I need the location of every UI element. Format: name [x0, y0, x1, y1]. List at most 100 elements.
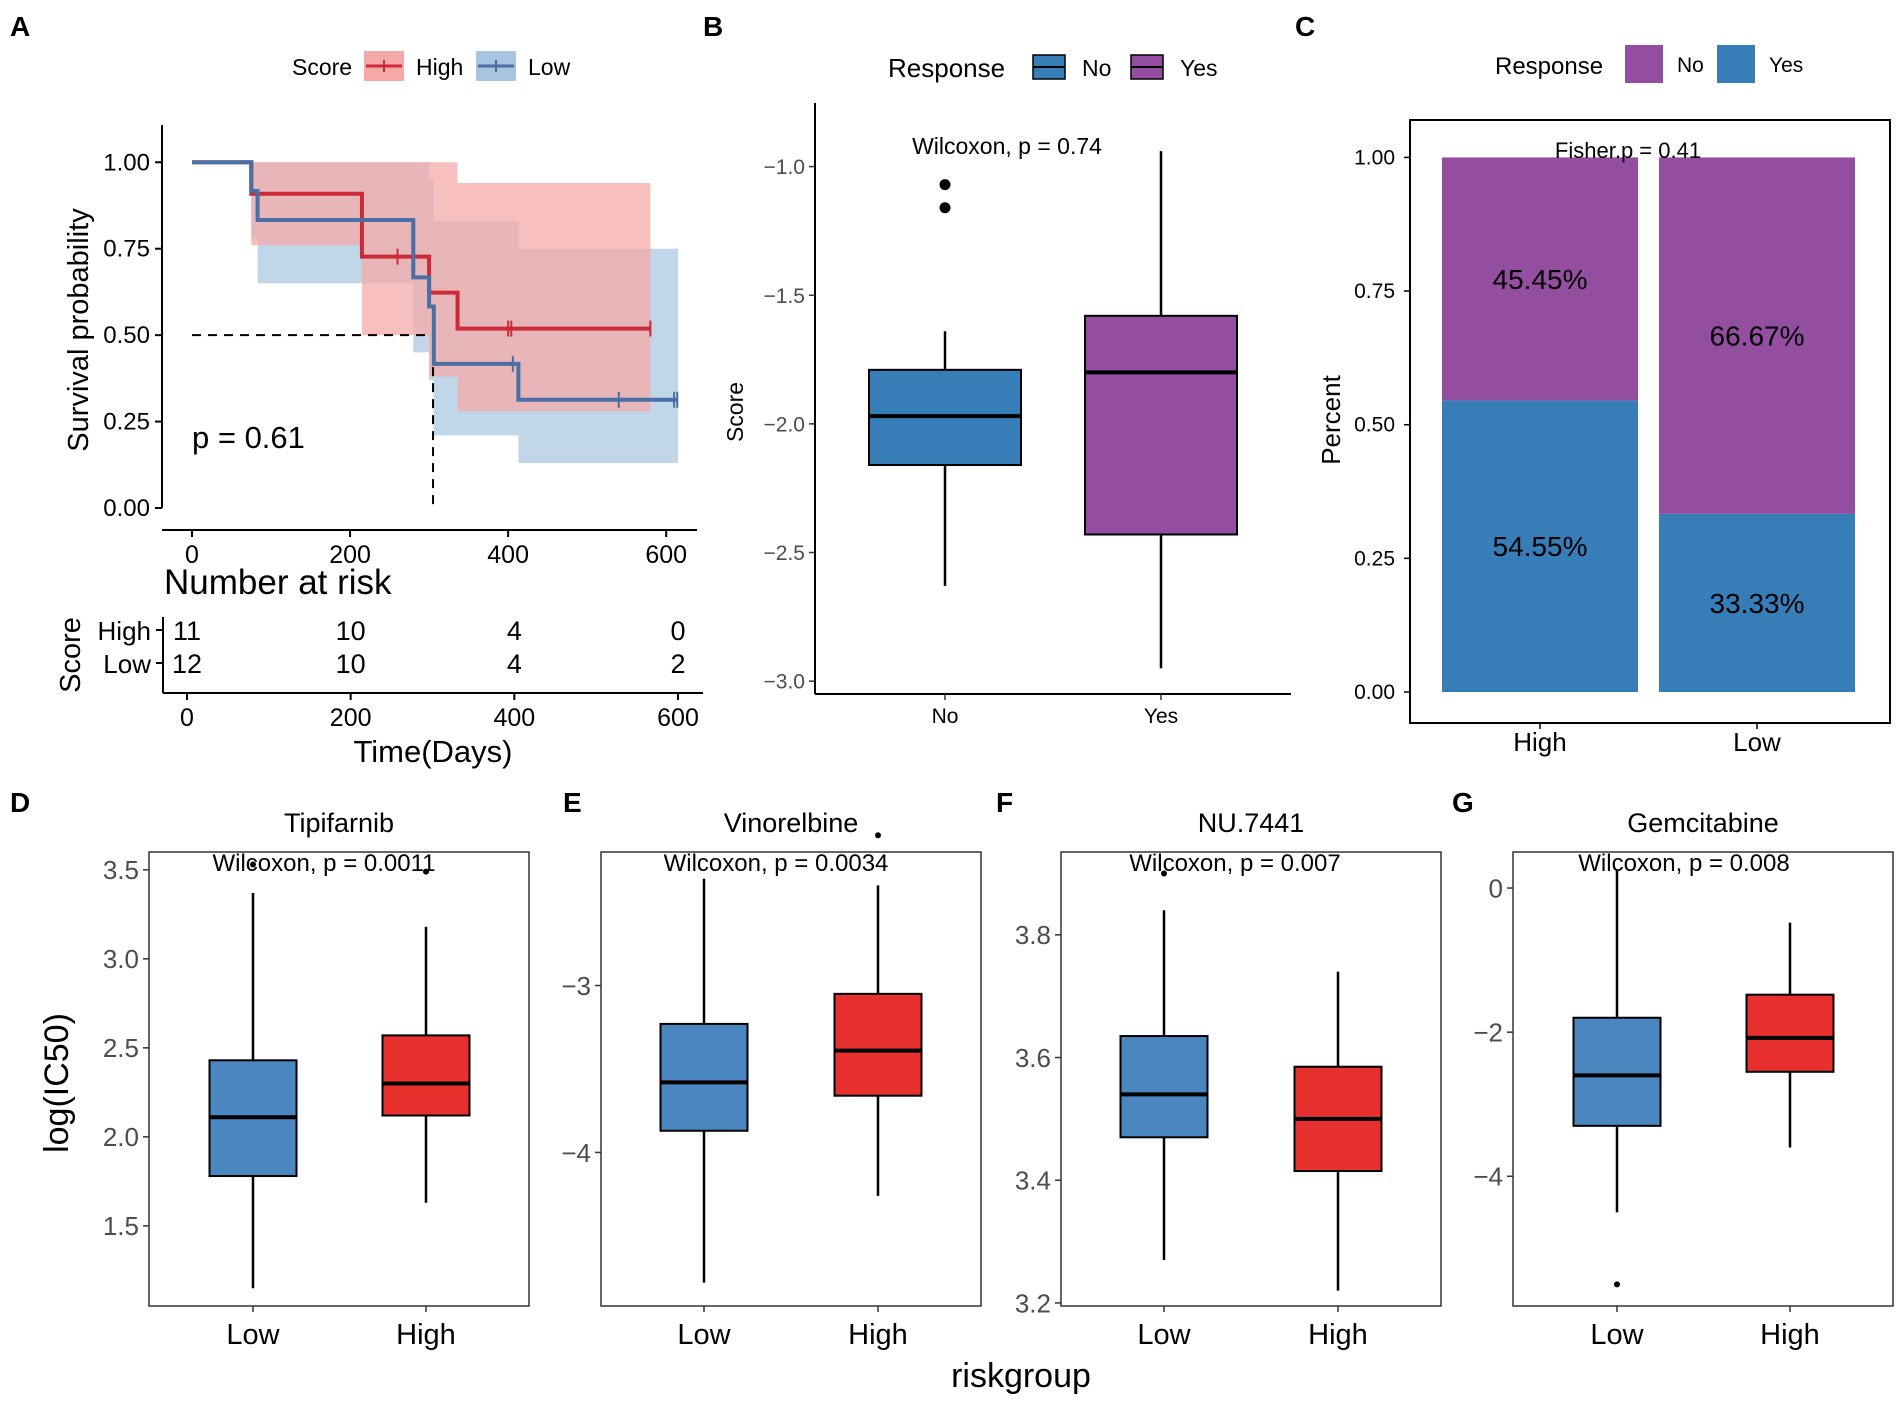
y-tick-label: −4	[1473, 1162, 1503, 1192]
risk-table-title: Number at risk	[164, 563, 392, 602]
x-tick-label-high: High	[1760, 1319, 1820, 1351]
risk-count: 0	[670, 616, 685, 646]
risk-x-tick-label: 600	[657, 704, 699, 732]
y-tick-label: −1.5	[764, 285, 805, 308]
bar-yes-high	[1442, 400, 1638, 692]
y-tick-label-c: 0.50	[1354, 414, 1395, 437]
panel-label-b: B	[703, 11, 723, 42]
x-tick-label-low: Low	[1590, 1319, 1644, 1351]
panel-a: A Score High Low 0.000.250.500.751.000 20…	[10, 11, 703, 769]
legend-a: Score High Low	[292, 51, 571, 81]
panel-c: C Response No Yes 0.00 0.25 0.50 0.75 1.00 54…	[1295, 11, 1891, 757]
y-tick-label: −3.0	[764, 671, 805, 694]
y-tick-label-c: 1.00	[1354, 146, 1395, 169]
y-tick-label: 1.5	[103, 1211, 139, 1241]
title-f: NU.7441	[1198, 808, 1305, 838]
box-low	[659, 1022, 749, 1132]
box-low	[1119, 1035, 1209, 1139]
y-tick-label-a: 0.00	[103, 495, 150, 522]
risk-table-ylabel: Score	[55, 617, 87, 693]
y-axis-label-a: Survival probability	[63, 208, 95, 452]
x-tick-label-low: Low	[677, 1319, 731, 1351]
legend-key-no-c	[1625, 45, 1663, 83]
panel-g: G Gemcitabine −4 −2 0 Low High Wilcoxon, p =…	[1452, 787, 1894, 1351]
panel-label-g: G	[1452, 787, 1474, 818]
plot-frame	[1512, 851, 1894, 1307]
wilcoxon-g: Wilcoxon, p = 0.008	[1578, 850, 1789, 877]
box-low	[1572, 1016, 1662, 1127]
box-plot-e: −4 −3 Low High	[561, 832, 982, 1351]
box-high	[1745, 993, 1835, 1073]
legend-title-c: Response	[1495, 53, 1603, 80]
risk-x-tick-label: 0	[180, 704, 194, 732]
risk-count: 12	[172, 649, 202, 679]
ci-ribbon-high	[192, 162, 651, 412]
risk-count: 10	[336, 616, 366, 646]
x-tick-label-a: 400	[487, 541, 529, 569]
title-g: Gemcitabine	[1627, 808, 1779, 838]
panel-label-a: A	[10, 11, 30, 42]
risk-count: 11	[173, 616, 201, 646]
y-tick-label: 3.5	[103, 855, 139, 885]
risk-count: 10	[336, 649, 366, 679]
box-plot-b: −3.0 −2.5 −2.0 −1.5 −1.0 No Yes	[764, 103, 1291, 728]
panel-label-d: D	[10, 787, 30, 818]
y-tick-label: −2	[1473, 1018, 1503, 1048]
x-tick-label-yes: Yes	[1144, 705, 1178, 728]
panel-label-c: C	[1295, 11, 1315, 42]
y-axis-label-c: Percent	[1316, 374, 1346, 464]
panel-f: F NU.7441 3.2 3.4 3.6 3.8 Low High Wilcoxon, …	[996, 787, 1442, 1351]
box-high	[381, 1034, 471, 1117]
wilcoxon-f: Wilcoxon, p = 0.007	[1129, 850, 1340, 877]
x-tick-label-high: High	[1308, 1319, 1368, 1351]
km-p-value: p = 0.61	[192, 420, 305, 455]
bar-label-no: 66.67%	[1710, 321, 1805, 352]
bar-no-low	[1659, 157, 1855, 514]
box-yes	[1084, 314, 1238, 536]
legend-c: Response No Yes	[1495, 45, 1803, 83]
bar-label-yes: 33.33%	[1710, 588, 1805, 619]
box-plot-f: 3.2 3.4 3.6 3.8 Low High	[1015, 851, 1442, 1351]
y-tick-label: 2.5	[103, 1033, 139, 1063]
risk-count: 2	[670, 649, 685, 679]
outlier-point	[875, 832, 881, 839]
x-tick-label-no: No	[932, 705, 959, 728]
y-tick-label: 3.8	[1015, 920, 1051, 950]
y-tick-label: 3.2	[1015, 1288, 1051, 1318]
y-tick-label-c: 0.75	[1354, 280, 1395, 303]
risk-row-label-low: Low	[103, 649, 151, 679]
legend-label-high-a: High	[416, 54, 463, 80]
y-tick-label: 2.0	[103, 1122, 139, 1152]
legend-label-yes-c: Yes	[1769, 54, 1803, 77]
y-axis-label-b: Score	[722, 382, 748, 442]
box-plot-g: −4 −2 0 Low High	[1473, 851, 1894, 1351]
title-e: Vinorelbine	[724, 808, 859, 838]
panel-d: D Tipifarnib 1.5 2.0 2.5 3.0 3.5 Low High Wilc…	[10, 787, 530, 1351]
outlier-point	[250, 861, 256, 868]
km-curve-low	[192, 160, 679, 402]
wilcoxon-d: Wilcoxon, p = 0.0011	[212, 850, 435, 877]
y-tick-label-a: 0.50	[103, 322, 150, 349]
y-tick-label-a: 1.00	[103, 149, 150, 176]
outlier-point	[939, 202, 951, 214]
y-tick-label-c: 0.00	[1354, 681, 1395, 704]
bar-label-no: 45.45%	[1493, 264, 1588, 295]
y-tick-label: −3	[561, 971, 591, 1001]
plot-frame-c	[1409, 119, 1891, 724]
panel-b: B Response No Yes −3.0 −2.5 −2.0 −1.5 −1.0 No…	[703, 11, 1291, 728]
bar-label-yes: 54.55%	[1493, 531, 1588, 562]
shared-y-axis-label: log(IC50)	[38, 1013, 76, 1153]
outlier-point	[939, 179, 951, 191]
risk-row-label-high: High	[98, 616, 151, 646]
title-d: Tipifarnib	[284, 808, 394, 838]
box-high	[833, 992, 923, 1097]
y-tick-label: 3.4	[1015, 1166, 1051, 1196]
x-tick-label-a: 200	[329, 541, 371, 569]
x-tick-label-low: Low	[1733, 727, 1781, 757]
x-tick-label-a: 600	[645, 541, 687, 569]
y-tick-label: −2.0	[764, 413, 805, 436]
y-tick-label-a: 0.75	[103, 236, 150, 263]
panel-label-f: F	[996, 787, 1013, 818]
